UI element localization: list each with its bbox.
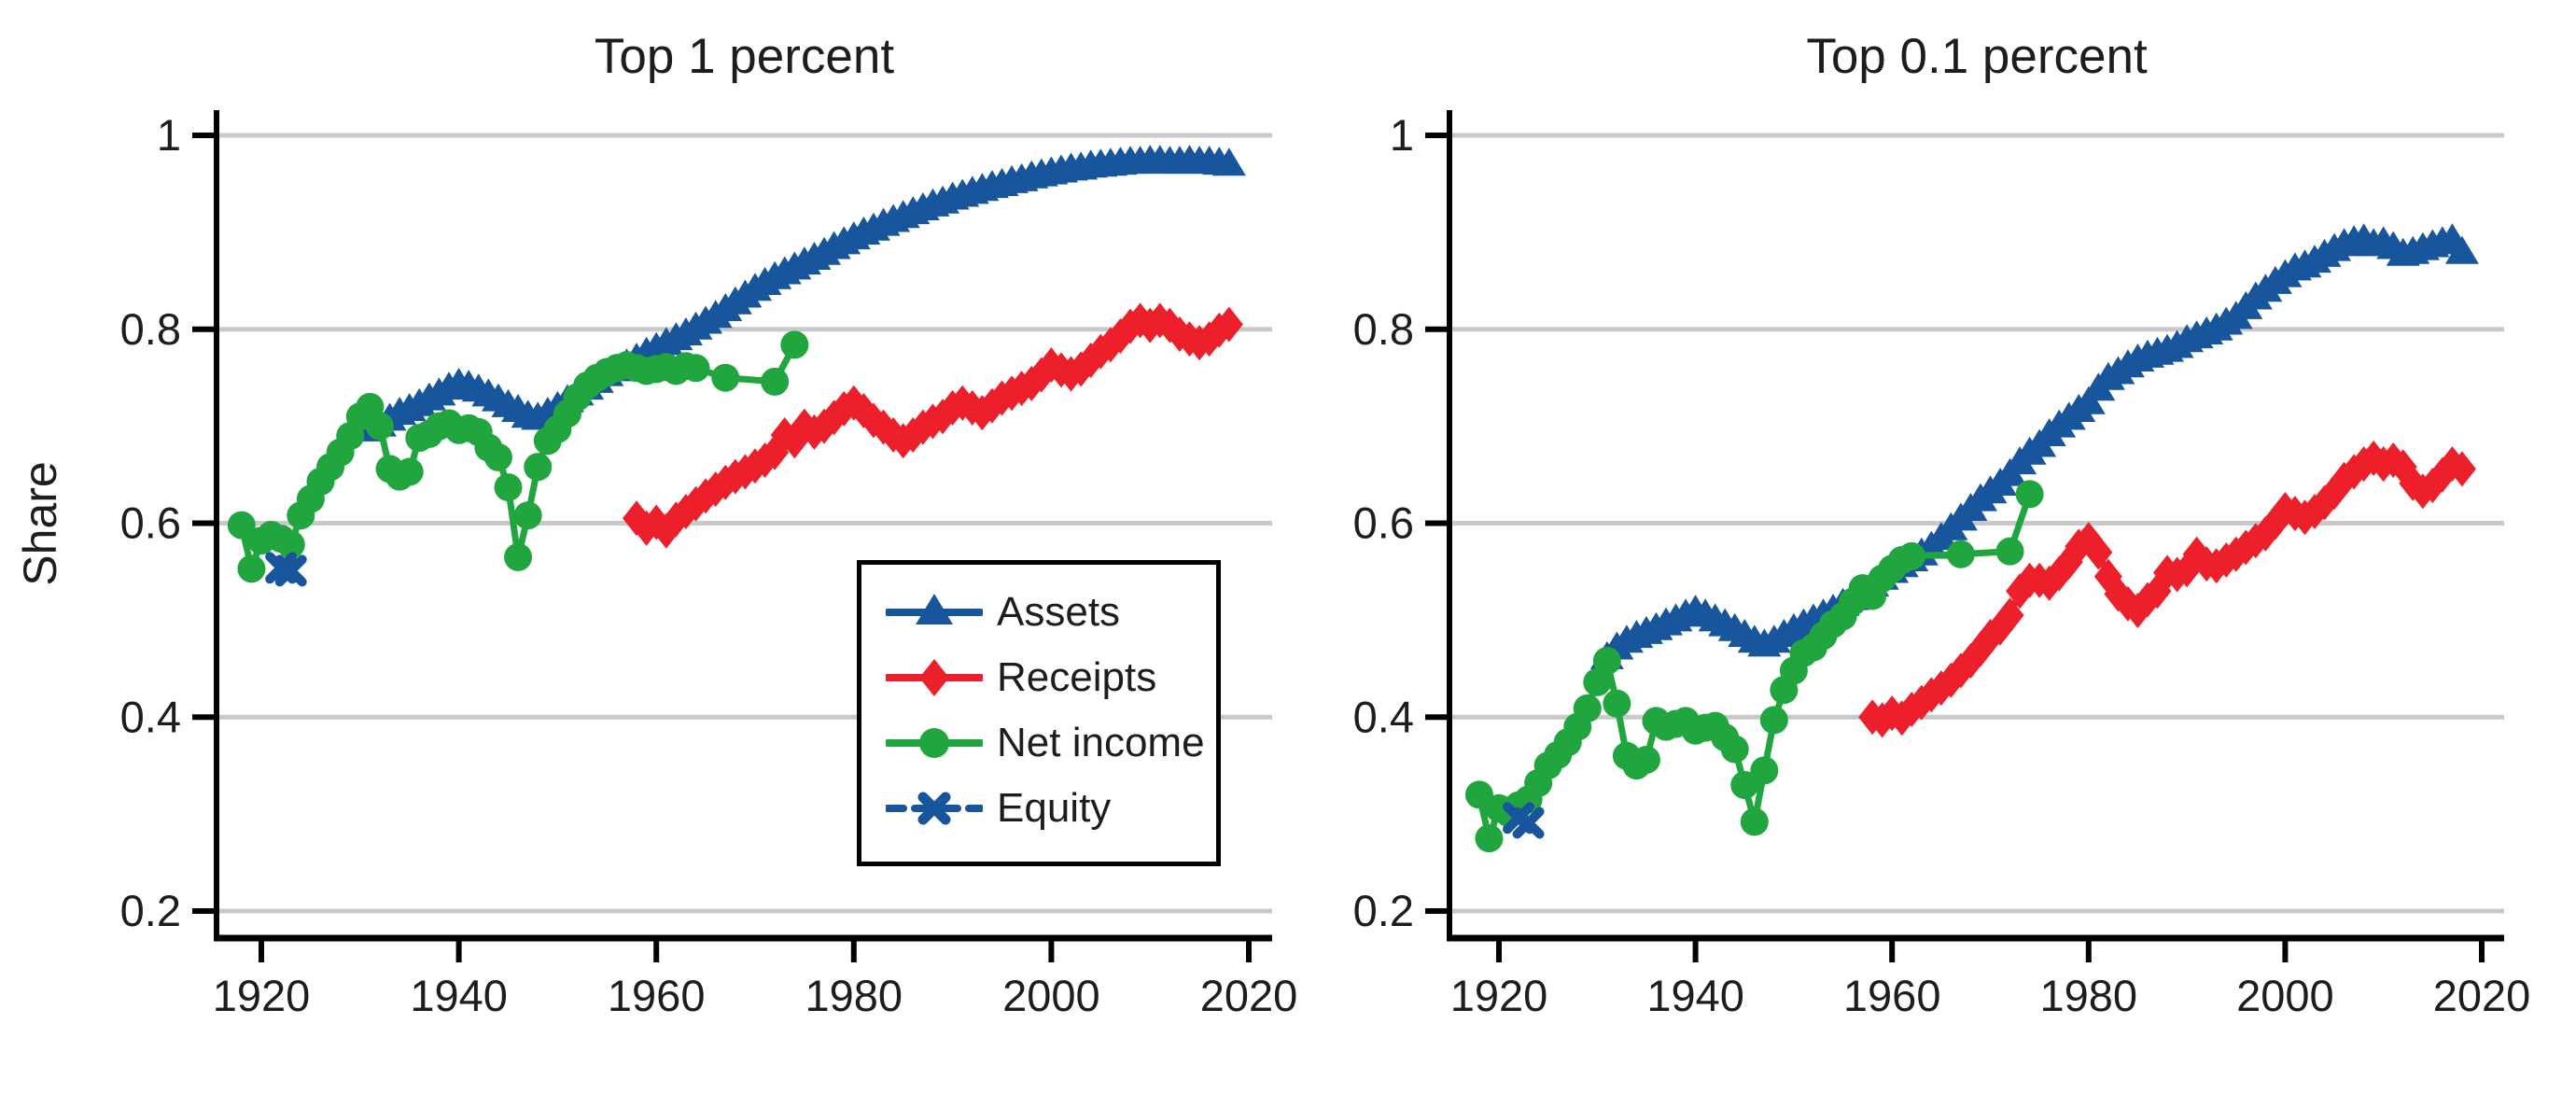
net_income-marker <box>227 511 256 540</box>
x-tick-label: 1940 <box>410 971 508 1020</box>
x-tick-label: 2020 <box>1200 971 1298 1020</box>
legend-row-equity: Equity <box>861 776 1216 841</box>
y-tick-label: 0.2 <box>1353 886 1414 935</box>
x-tick-label: 2000 <box>2236 971 2334 1020</box>
net_income-marker <box>711 363 740 392</box>
legend-box: Assets Receipts Net income Equity <box>857 560 1221 866</box>
net_income-marker <box>365 412 394 441</box>
legend-label-assets: Assets <box>997 589 1121 635</box>
net_income-marker <box>395 457 424 486</box>
equity-line-icon <box>886 792 983 825</box>
series-equity <box>265 552 307 587</box>
y-tick-label: 1 <box>1390 110 1414 160</box>
x-tick-label: 1920 <box>213 971 311 1020</box>
net_income-marker <box>1995 537 2024 566</box>
legend-label-receipts: Receipts <box>997 654 1157 700</box>
receipts-line-icon <box>886 659 983 696</box>
net_income-marker <box>1583 667 1612 696</box>
y-tick-label: 0.2 <box>120 886 181 935</box>
net_income-sample-marker <box>919 728 949 758</box>
assets-marker <box>1211 147 1246 176</box>
y-tick-label: 0.6 <box>1353 498 1414 548</box>
legend-row-net-income: Net income <box>861 710 1216 776</box>
x-tick-label: 1980 <box>805 971 903 1020</box>
net_income-marker <box>1720 735 1749 764</box>
receipts-marker <box>1214 306 1243 343</box>
y-axis-label: Share <box>14 461 66 586</box>
legend-row-receipts: Receipts <box>861 645 1216 710</box>
net_income-marker <box>504 542 533 571</box>
y-tick-label: 0.8 <box>1353 304 1414 354</box>
x-tick-label: 1960 <box>1843 971 1941 1020</box>
receipts-sample-marker <box>919 659 949 696</box>
equity-marker <box>1512 806 1545 839</box>
series-receipts <box>1858 440 2476 738</box>
net_income-marker <box>1740 807 1769 836</box>
net_income-marker <box>1603 689 1631 718</box>
net_income-marker <box>1759 706 1788 735</box>
panel-title-top-1-percent: Top 1 percent <box>594 29 895 84</box>
assets-line-icon <box>886 594 983 624</box>
net_income-marker <box>524 453 553 482</box>
series-net_income <box>1464 480 2044 853</box>
net-income-line-icon <box>886 728 983 758</box>
net_income-marker <box>1475 824 1504 853</box>
net_income-marker <box>494 473 523 502</box>
series-equity <box>1503 802 1545 839</box>
net_income-marker <box>1897 541 1926 570</box>
net_income-marker <box>513 501 542 530</box>
net_income-marker <box>1750 756 1779 785</box>
net_income-marker <box>1573 694 1602 722</box>
net_income-marker <box>681 354 710 383</box>
x-tick-label: 1940 <box>1646 971 1744 1020</box>
y-tick-label: 1 <box>157 110 181 160</box>
net_income-marker <box>2015 480 2044 509</box>
series-net_income <box>227 330 809 583</box>
x-tick-label: 1920 <box>1450 971 1548 1020</box>
legend-label-net-income: Net income <box>997 720 1205 765</box>
y-tick-label: 0.4 <box>120 692 181 741</box>
y-tick-label: 0.4 <box>1353 692 1414 741</box>
equity-sample-marker <box>917 792 951 825</box>
net_income-marker <box>1464 780 1493 809</box>
net_income-marker <box>1730 770 1759 799</box>
net_income-marker <box>1946 540 1975 568</box>
panel-top-0-1-percent: 1 0.8 0.6 0.4 0.2 1920 1940 1960 1980 2000 2020 <box>1353 110 2531 1020</box>
legend-label-equity: Equity <box>997 785 1112 831</box>
equity-marker <box>274 554 307 587</box>
net_income-marker <box>780 330 809 359</box>
panel-top-1-percent: 1 0.8 0.6 0.4 0.2 1920 1940 1960 1980 2000 2020 <box>120 110 1298 1020</box>
net_income-marker <box>1592 647 1621 676</box>
panel-title-top-0-1-percent: Top 0.1 percent <box>1806 29 2148 84</box>
receipts-marker <box>2084 534 2113 570</box>
y-tick-label: 0.8 <box>120 304 181 354</box>
assets-marker <box>2444 235 2479 264</box>
series-assets <box>1589 223 2479 669</box>
x-tick-label: 2020 <box>2433 971 2531 1020</box>
x-tick-label: 1980 <box>2040 971 2138 1020</box>
x-tick-label: 2000 <box>1002 971 1100 1020</box>
legend-row-assets: Assets <box>861 580 1216 645</box>
x-tick-label: 1960 <box>608 971 706 1020</box>
net_income-marker <box>483 442 512 471</box>
net_income-marker <box>1631 745 1660 774</box>
series-assets <box>353 145 1246 442</box>
y-tick-label: 0.6 <box>120 498 181 548</box>
receipts-marker <box>1995 597 2024 634</box>
receipts-marker <box>2418 467 2447 503</box>
net_income-marker <box>761 367 790 396</box>
receipts-marker <box>2447 451 2476 487</box>
net_income-marker <box>237 554 266 583</box>
series-receipts <box>623 302 1243 549</box>
assets-sample-marker <box>916 594 953 624</box>
net_income-marker <box>276 530 305 559</box>
